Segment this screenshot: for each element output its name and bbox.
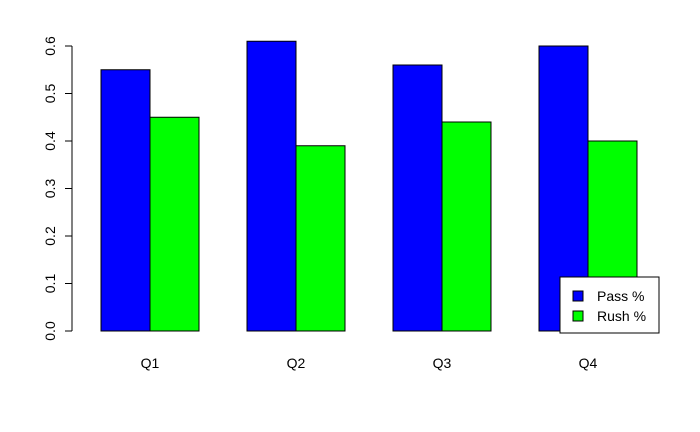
x-category-label: Q3 xyxy=(433,355,452,371)
bar-q1-pass xyxy=(100,69,151,332)
legend-swatch-rush xyxy=(572,310,584,322)
bar-q3-pass xyxy=(392,64,443,332)
y-tick-label: 0.6 xyxy=(42,36,58,56)
legend-swatch-pass xyxy=(572,290,584,302)
bar-q3-rush xyxy=(441,121,492,332)
bar-q2-pass xyxy=(246,40,297,332)
y-axis: 0.0 0.1 0.2 0.3 0.4 0.5 0.6 xyxy=(42,36,73,341)
x-category-label: Q2 xyxy=(287,355,306,371)
bars xyxy=(100,40,638,332)
y-tick-label: 0.4 xyxy=(42,131,58,151)
y-tick-label: 0.5 xyxy=(42,84,58,104)
y-tick-label: 0.1 xyxy=(42,274,58,294)
y-tick-label: 0.2 xyxy=(42,226,58,246)
legend-box xyxy=(559,276,660,334)
legend-label-rush: Rush % xyxy=(597,308,646,324)
legend-label-pass: Pass % xyxy=(597,288,644,304)
legend: Pass % Rush % xyxy=(559,276,660,334)
bar-q1-rush xyxy=(149,116,200,332)
x-labels: Q1 Q2 Q3 Q4 xyxy=(141,355,598,371)
y-tick-label: 0.3 xyxy=(42,179,58,199)
bar-q2-rush xyxy=(295,145,346,332)
x-category-label: Q4 xyxy=(579,355,598,371)
y-tick-label: 0.0 xyxy=(42,321,58,341)
x-category-label: Q1 xyxy=(141,355,160,371)
